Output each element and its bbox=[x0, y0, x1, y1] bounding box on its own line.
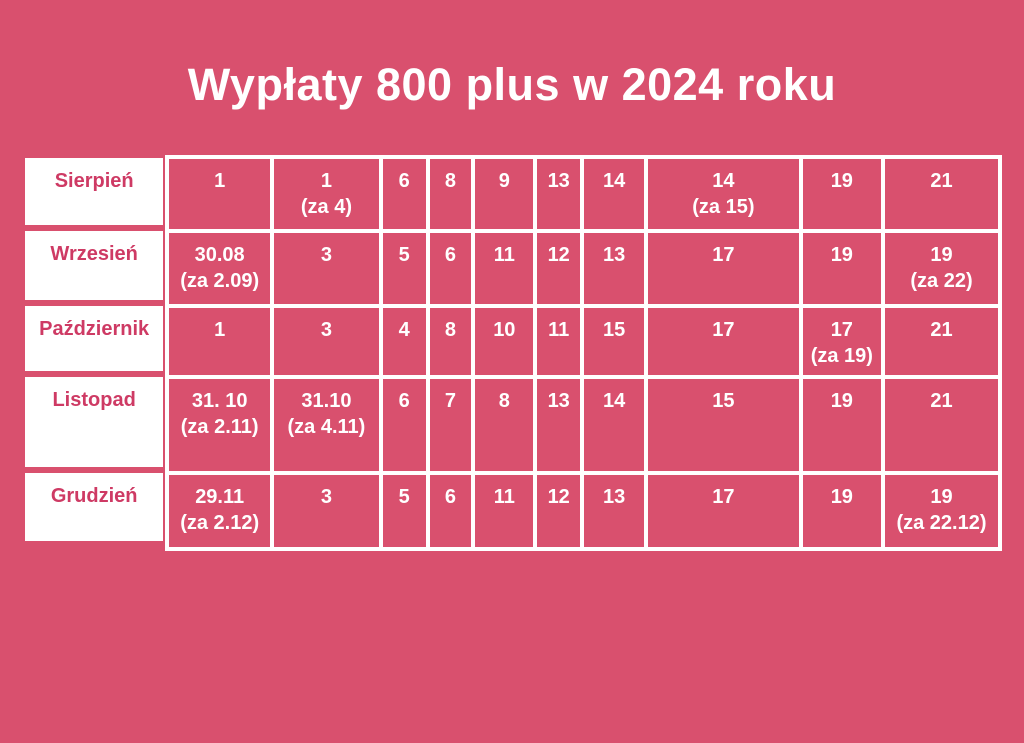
payment-date-cell: 3 bbox=[272, 472, 381, 551]
page-title: Wypłaty 800 plus w 2024 roku bbox=[187, 59, 837, 110]
payment-date-cell: 9 bbox=[473, 154, 536, 231]
payment-date-cell: 13 bbox=[582, 230, 647, 306]
payment-date-cell: 4 bbox=[380, 305, 428, 377]
payment-date-cell: 30.08 (za 2.09) bbox=[165, 230, 273, 306]
table-row: Listopad 31. 10 (za 2.11) 31.10 (za 4.11) 6… bbox=[25, 376, 1002, 473]
payment-date-cell: 1 bbox=[165, 305, 273, 377]
payment-date-cell: 15 bbox=[646, 376, 801, 473]
payment-date-cell: 21 bbox=[882, 154, 1002, 231]
payment-date-cell: 21 bbox=[882, 376, 1002, 473]
payment-date-cell: 15 bbox=[582, 305, 647, 377]
payment-date-cell: 31.10 (za 4.11) bbox=[272, 376, 381, 473]
payment-date-cell: 19 (za 22.12) bbox=[882, 472, 1002, 551]
payments-table-body: Sierpień 1 1 (za 4) 6 8 9 13 14 14 (za 15) 19 21 Wr… bbox=[25, 154, 1002, 551]
payment-date-cell: 5 bbox=[380, 472, 428, 551]
payment-date-cell: 8 bbox=[427, 154, 474, 231]
payment-date-cell: 19 bbox=[800, 376, 883, 473]
payment-date-cell: 11 bbox=[535, 305, 583, 377]
payment-date-cell: 6 bbox=[427, 472, 474, 551]
payment-date-cell: 1 (za 4) bbox=[272, 154, 381, 231]
payment-date-cell: 17 bbox=[646, 472, 801, 551]
table-row: Grudzień 29.11 (za 2.12) 3 5 6 11 12 13 17 19 19 (… bbox=[25, 472, 1002, 551]
month-label: Sierpień bbox=[25, 154, 166, 231]
payment-date-cell: 14 bbox=[582, 376, 647, 473]
payment-date-cell: 8 bbox=[427, 305, 474, 377]
payment-date-cell: 13 bbox=[535, 154, 583, 231]
payment-date-cell: 19 bbox=[800, 230, 883, 306]
table-row: Październik 1 3 4 8 10 11 15 17 17 (za 19) 21 bbox=[25, 305, 1002, 377]
payment-date-cell: 14 bbox=[582, 154, 647, 231]
payment-date-cell: 6 bbox=[427, 230, 474, 306]
payment-date-cell: 6 bbox=[380, 376, 428, 473]
table-row: Sierpień 1 1 (za 4) 6 8 9 13 14 14 (za 15) 19 21 bbox=[25, 154, 1002, 231]
payment-date-cell: 19 (za 22) bbox=[882, 230, 1002, 306]
payment-date-cell: 1 bbox=[165, 154, 273, 231]
payment-date-cell: 31. 10 (za 2.11) bbox=[165, 376, 273, 473]
payment-date-cell: 3 bbox=[272, 305, 381, 377]
month-label: Październik bbox=[25, 305, 166, 377]
payment-date-cell: 11 bbox=[473, 230, 536, 306]
payments-table: Sierpień 1 1 (za 4) 6 8 9 13 14 14 (za 15) 19 21 Wr… bbox=[25, 154, 1002, 551]
payment-date-cell: 8 bbox=[473, 376, 536, 473]
payment-date-cell: 17 (za 19) bbox=[800, 305, 883, 377]
payment-date-cell: 13 bbox=[582, 472, 647, 551]
payment-date-cell: 10 bbox=[473, 305, 536, 377]
payment-date-cell: 6 bbox=[380, 154, 428, 231]
payment-date-cell: 21 bbox=[882, 305, 1002, 377]
payment-date-cell: 29.11 (za 2.12) bbox=[165, 472, 273, 551]
payment-date-cell: 19 bbox=[800, 472, 883, 551]
payment-date-cell: 5 bbox=[380, 230, 428, 306]
payment-date-cell: 19 bbox=[800, 154, 883, 231]
table-row: Wrzesień 30.08 (za 2.09) 3 5 6 11 12 13 17 19 19 (… bbox=[25, 230, 1002, 306]
month-label: Listopad bbox=[25, 376, 166, 473]
payment-date-cell: 17 bbox=[646, 305, 801, 377]
month-label: Grudzień bbox=[25, 472, 166, 551]
payment-date-cell: 17 bbox=[646, 230, 801, 306]
payment-date-cell: 13 bbox=[535, 376, 583, 473]
month-label: Wrzesień bbox=[25, 230, 166, 306]
payment-date-cell: 3 bbox=[272, 230, 381, 306]
payment-date-cell: 14 (za 15) bbox=[646, 154, 801, 231]
payment-date-cell: 7 bbox=[427, 376, 474, 473]
payment-date-cell: 11 bbox=[473, 472, 536, 551]
payment-date-cell: 12 bbox=[535, 472, 583, 551]
payment-date-cell: 12 bbox=[535, 230, 583, 306]
